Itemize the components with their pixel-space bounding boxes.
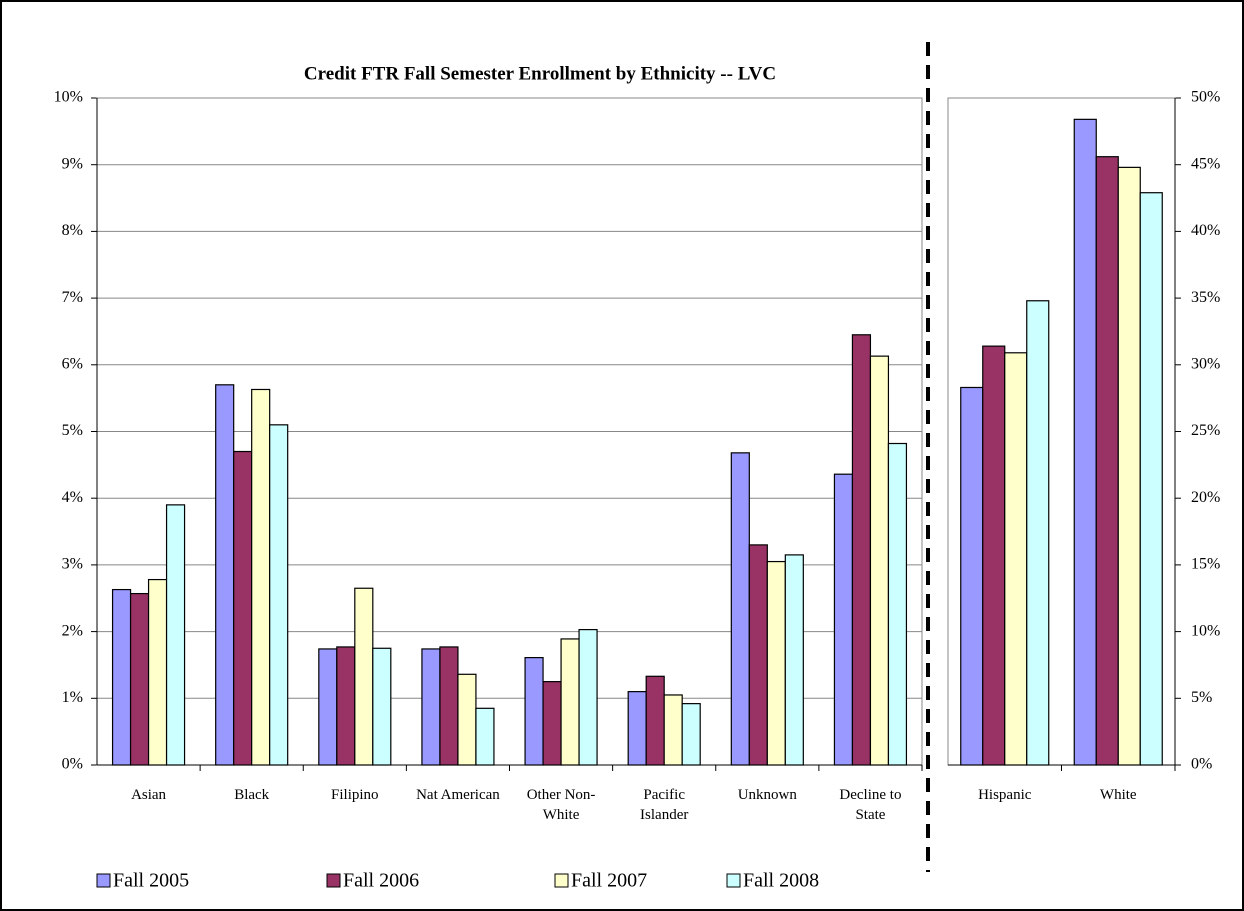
bar [560, 638, 580, 766]
bar [1004, 352, 1028, 766]
y-tick-label: 3% [62, 556, 83, 573]
y-tick-label: 2% [62, 622, 83, 639]
bar [129, 592, 150, 766]
legend-swatch [726, 873, 741, 888]
y-tick-label: 5% [1191, 689, 1212, 706]
y-tick-label: 6% [62, 355, 83, 372]
chart-title: Credit FTR Fall Semester Enrollment by E… [304, 63, 776, 84]
bar [887, 442, 908, 766]
x-tick-label: Pacific Islander [640, 787, 689, 823]
x-tick-label: Nat American [416, 787, 500, 803]
bar [627, 691, 647, 766]
y-tick-label: 35% [1191, 289, 1220, 306]
y-tick-label: 8% [62, 222, 83, 239]
bar [1026, 300, 1050, 766]
y-tick-label: 5% [62, 422, 83, 439]
y-tick-label: 20% [1191, 489, 1220, 506]
x-tick-label: Decline to State [839, 787, 902, 823]
bar [748, 544, 768, 766]
bar [833, 473, 854, 766]
bar [784, 554, 804, 766]
y-tick-label: 30% [1191, 355, 1220, 372]
legend-swatch [326, 873, 341, 888]
x-tick-label: White [1099, 787, 1137, 803]
bar [578, 628, 598, 766]
x-tick-label: Unknown [737, 787, 797, 803]
bar [439, 646, 459, 766]
bar [869, 355, 890, 766]
y-tick-label: 0% [62, 756, 83, 773]
bar [215, 384, 235, 766]
y-tick-label: 15% [1191, 556, 1220, 573]
bar [524, 657, 544, 766]
bar [318, 648, 338, 766]
bar [269, 424, 289, 766]
legend-label: Fall 2005 [113, 870, 189, 892]
x-tick-label: Asian [131, 787, 167, 803]
y-tick-label: 9% [62, 155, 83, 172]
bar [1139, 192, 1163, 766]
y-tick-label: 1% [62, 689, 83, 706]
x-tick-label: Other Non-White [526, 787, 596, 823]
bar [1073, 118, 1097, 766]
bar [421, 648, 441, 766]
bar [1095, 156, 1119, 766]
y-tick-label: 25% [1191, 422, 1220, 439]
y-tick-label: 10% [1191, 622, 1220, 639]
bar [147, 578, 168, 766]
legend-swatch [96, 873, 111, 888]
y-tick-label: 10% [54, 89, 83, 106]
bar [645, 675, 665, 766]
y-tick-label: 0% [1191, 756, 1212, 773]
bar [165, 504, 186, 766]
bar [336, 646, 356, 766]
y-tick-label: 50% [1191, 89, 1220, 106]
x-tick-label: Hispanic [978, 787, 1032, 803]
legend-label: Fall 2006 [343, 870, 419, 892]
bar [372, 647, 392, 766]
bar [457, 673, 477, 766]
bar [111, 588, 132, 766]
bar [1117, 166, 1141, 766]
legend-swatch [554, 873, 569, 888]
bar [475, 707, 495, 766]
x-tick-label: Filipino [331, 787, 379, 803]
legend-label: Fall 2008 [743, 870, 819, 892]
bar [233, 450, 253, 766]
bar [960, 386, 984, 766]
y-tick-label: 7% [62, 289, 83, 306]
bar [354, 587, 374, 766]
x-tick-label: Black [234, 787, 270, 803]
bar [251, 388, 271, 766]
bar [542, 681, 562, 766]
y-tick-label: 40% [1191, 222, 1220, 239]
bar [766, 560, 786, 766]
bar [982, 345, 1006, 766]
bar [681, 703, 701, 766]
legend-label: Fall 2007 [571, 870, 647, 892]
y-tick-label: 45% [1191, 155, 1220, 172]
y-tick-label: 4% [62, 489, 83, 506]
bar [663, 694, 683, 766]
bar [730, 452, 750, 766]
bar [851, 334, 872, 766]
